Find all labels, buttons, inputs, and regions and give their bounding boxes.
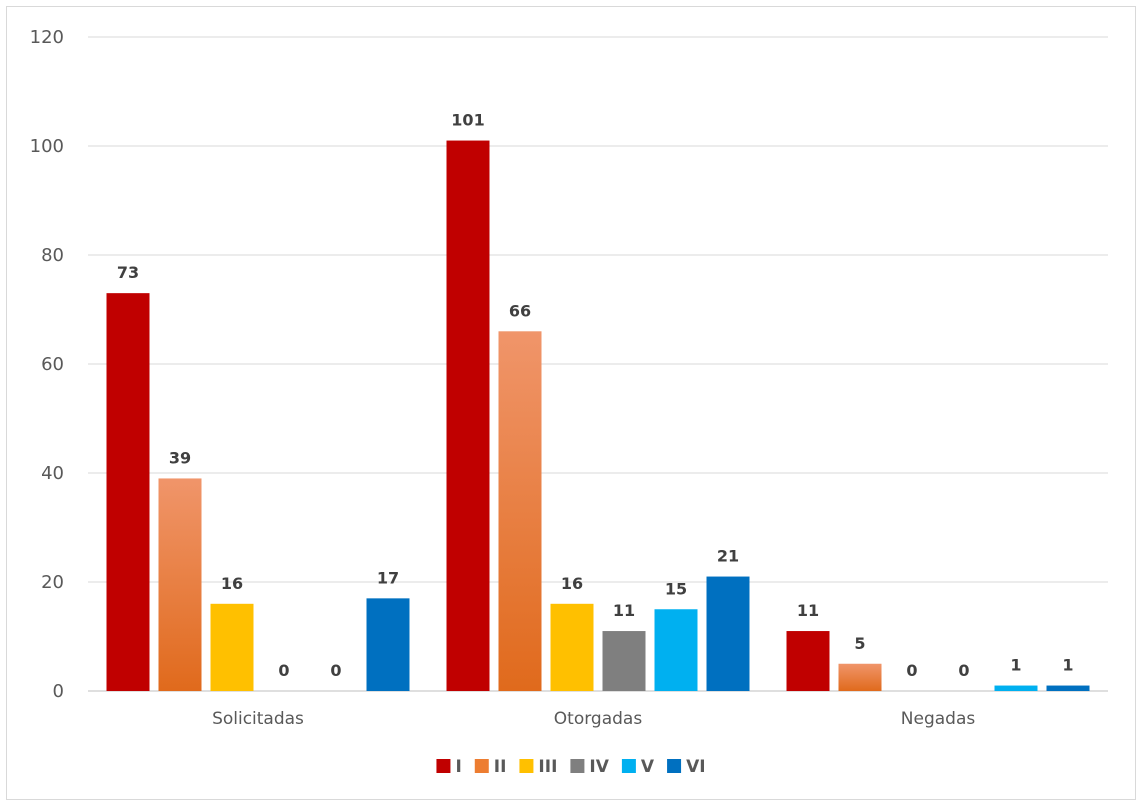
y-tick-label: 100 [30, 136, 64, 157]
data-label: 39 [169, 448, 191, 467]
legend-item-i: I [436, 757, 462, 777]
bar-solicitadas-vi [366, 598, 410, 691]
y-tick-label: 0 [53, 681, 64, 702]
y-tick-label: 20 [41, 572, 64, 593]
legend-item-vi: VI [667, 757, 706, 777]
category-label-otorgadas: Otorgadas [554, 709, 643, 729]
data-label: 101 [451, 111, 484, 130]
data-label: 16 [561, 574, 583, 593]
data-label: 17 [377, 568, 399, 587]
legend-label: VI [686, 757, 705, 777]
gridlines [88, 36, 1108, 692]
bar-negadas-v [994, 685, 1038, 691]
bar-negadas-ii [838, 663, 882, 691]
bar-otorgadas-iii [550, 603, 594, 691]
data-label: 0 [958, 661, 969, 680]
bar-otorgadas-i [446, 140, 490, 692]
legend-swatch [474, 759, 489, 773]
data-label: 21 [717, 547, 739, 566]
y-axis-ticks: 0 20 40 60 80 100 120 [30, 27, 64, 702]
legend-item-ii: II [474, 757, 507, 777]
legend-swatch [570, 759, 585, 773]
data-label: 0 [906, 661, 917, 680]
data-label: 1 [1010, 656, 1021, 675]
data-label: 1 [1062, 656, 1073, 675]
bar-otorgadas-v [654, 609, 698, 691]
bar-solicitadas-iii [210, 603, 254, 691]
category-label-negadas: Negadas [901, 709, 976, 729]
bar-solicitadas-ii [158, 478, 202, 691]
legend-item-iii: III [519, 757, 557, 777]
legend-label: III [538, 757, 557, 777]
bar-otorgadas-iv [602, 631, 646, 691]
legend-swatch [667, 759, 682, 773]
bar-otorgadas-vi [706, 576, 750, 691]
legend-label: V [641, 757, 655, 777]
category-label-solicitadas: Solicitadas [212, 709, 304, 729]
legend-swatch [519, 759, 534, 773]
legend-label: II [494, 757, 507, 777]
x-axis-categories: Solicitadas Otorgadas Negadas [212, 709, 975, 729]
legend-label: I [455, 757, 461, 777]
y-tick-label: 120 [30, 27, 64, 48]
bar-negadas-vi [1046, 685, 1090, 691]
bar-negadas-i [786, 631, 830, 691]
legend-item-iv: IV [570, 757, 610, 777]
bars [106, 140, 1090, 692]
data-label: 11 [797, 601, 819, 620]
y-tick-label: 80 [41, 245, 64, 266]
data-label: 11 [613, 601, 635, 620]
data-label: 0 [278, 661, 289, 680]
legend-swatch [621, 759, 636, 773]
data-label: 66 [509, 301, 531, 320]
legend-swatch [436, 759, 451, 773]
data-label: 0 [330, 661, 341, 680]
data-label: 15 [665, 579, 687, 598]
y-tick-label: 40 [41, 463, 64, 484]
legend: I II III IV V VI [436, 757, 706, 777]
data-label: 73 [117, 263, 139, 282]
data-label: 16 [221, 574, 243, 593]
bar-solicitadas-i [106, 293, 150, 691]
y-tick-label: 60 [41, 354, 64, 375]
data-label: 5 [854, 634, 865, 653]
bar-otorgadas-ii [498, 331, 542, 691]
legend-label: IV [589, 757, 609, 777]
legend-item-v: V [621, 757, 655, 777]
